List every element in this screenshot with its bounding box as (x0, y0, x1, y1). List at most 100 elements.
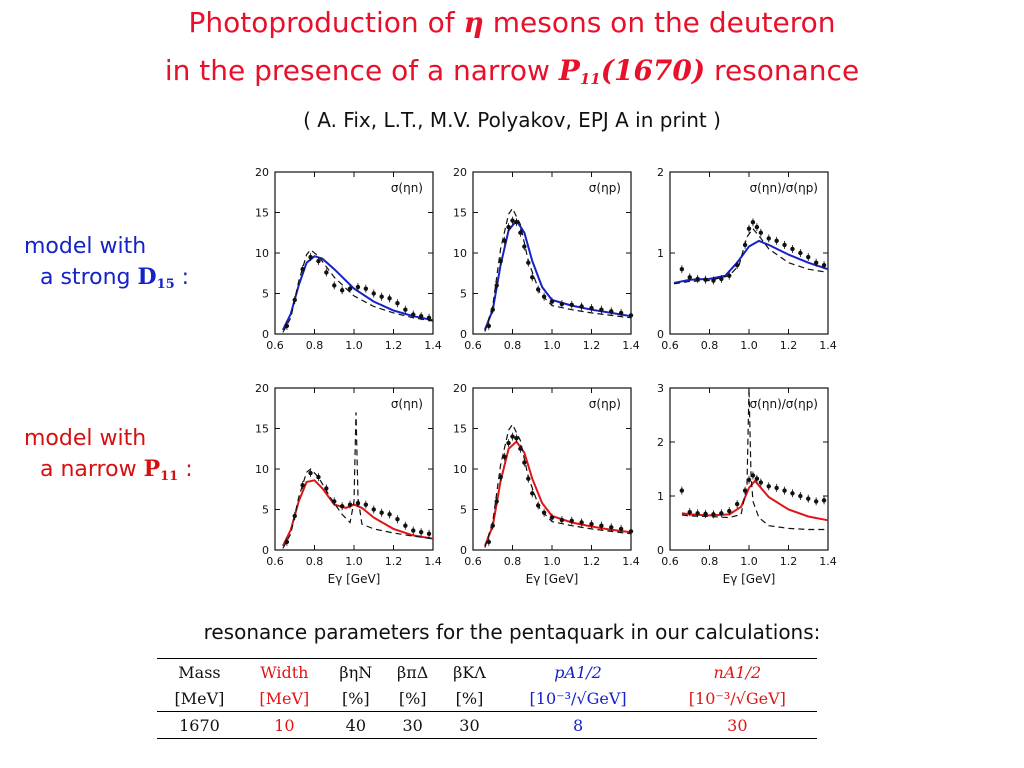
panel-label: σ(ηn)/σ(ηp) (750, 181, 818, 195)
data-point (332, 283, 337, 288)
data-point (782, 242, 787, 248)
panel-label: σ(ηn)/σ(ηp) (750, 397, 818, 411)
data-point (589, 305, 594, 311)
header-n-a12: nA1/2 (657, 658, 817, 685)
x-tick-label: 1.2 (583, 555, 601, 568)
model-curve-dashed (681, 387, 828, 531)
data-point (549, 299, 555, 304)
data-point (628, 313, 634, 318)
x-tick-label: 0.8 (504, 339, 522, 352)
data-point (609, 525, 614, 530)
data-point (727, 273, 732, 278)
data-point (599, 523, 604, 528)
data-point (502, 454, 507, 460)
data-point (746, 226, 752, 231)
x-tick-label: 1.2 (780, 555, 798, 568)
x-tick-label: 1.0 (345, 339, 363, 352)
data-point (324, 270, 329, 275)
data-point (403, 523, 408, 528)
data-point (355, 500, 361, 506)
model-curve-solid (483, 439, 632, 547)
value-width: 10 (241, 711, 327, 739)
data-point (514, 220, 519, 225)
data-point (418, 313, 424, 319)
y-tick-label: 10 (453, 463, 467, 476)
data-point (379, 510, 384, 515)
x-tick-label: 1.4 (819, 339, 837, 352)
data-point (569, 302, 574, 308)
unit-mass: [MeV] (174, 688, 225, 708)
eta-symbol: η (463, 6, 484, 39)
model-curve-dashed (673, 227, 829, 285)
data-point (284, 539, 290, 545)
panel-label: σ(ηp) (589, 397, 621, 411)
data-point (734, 501, 740, 507)
data-point (371, 291, 376, 296)
data-point (719, 511, 724, 516)
y-tick-label: 5 (262, 288, 269, 301)
x-tick-label: 0.6 (464, 555, 482, 568)
panel-label: σ(ηn) (391, 397, 423, 411)
data-point (589, 521, 594, 527)
data-point (300, 267, 305, 272)
data-point (308, 254, 313, 260)
data-point (766, 484, 771, 489)
y-tick-label: 20 (255, 382, 269, 395)
data-point (549, 515, 555, 520)
plot-frame-bottom-left (274, 387, 434, 551)
data-point (522, 460, 527, 465)
x-tick-label: 1.2 (385, 339, 403, 352)
data-point (687, 510, 692, 515)
y-tick-label: 20 (453, 382, 467, 395)
x-tick-label: 1.4 (424, 555, 442, 568)
x-tick-label: 1.4 (424, 339, 442, 352)
x-tick-label: 1.2 (583, 339, 601, 352)
data-point (347, 286, 353, 291)
data-point (806, 496, 811, 501)
authors-citation: ( A. Fix, L.T., M.V. Polyakov, EPJ A in … (303, 108, 721, 132)
data-point (711, 278, 716, 283)
data-point (703, 511, 708, 517)
data-point (387, 512, 392, 517)
data-point (746, 477, 752, 482)
y-tick-label: 20 (453, 166, 467, 179)
x-tick-label: 1.4 (622, 339, 640, 352)
header-beta-k-lambda: βKΛ (440, 658, 499, 685)
data-point (308, 470, 313, 476)
data-point (502, 238, 507, 244)
plot-frame-top-middle (472, 171, 632, 335)
data-point (379, 294, 384, 299)
data-point (490, 307, 495, 312)
data-point (821, 498, 827, 503)
data-point (790, 491, 795, 496)
x-tick-label: 1.2 (780, 339, 798, 352)
y-tick-label: 10 (255, 463, 269, 476)
unit-p-a12: [10⁻³/√GeV] (529, 688, 627, 708)
header-width: Width (241, 658, 327, 685)
data-point (522, 244, 527, 249)
data-point (418, 529, 424, 535)
data-point (703, 277, 708, 282)
header-beta-eta-n: βηN (326, 658, 385, 685)
data-point (719, 276, 724, 282)
data-point (679, 488, 685, 493)
data-point (518, 230, 523, 235)
y-tick-label: 5 (262, 504, 269, 517)
data-point (292, 297, 297, 303)
data-point (806, 254, 811, 260)
value-beta-eta-n: 40 (326, 711, 385, 739)
data-point (758, 480, 764, 485)
data-point (514, 436, 519, 441)
data-point (798, 250, 803, 256)
table-header-row: Mass Width βηN βπΔ βKΛ pA1/2 nA1/2 (157, 658, 817, 685)
plot-frame-top-left (274, 171, 434, 335)
x-tick-label: 0.8 (504, 555, 522, 568)
data-point (782, 488, 787, 493)
data-point (284, 323, 290, 329)
x-tick-label: 0.8 (306, 339, 324, 352)
data-point (798, 493, 803, 499)
x-tick-label: 1.0 (345, 555, 363, 568)
data-point (403, 307, 408, 312)
y-tick-label: 1 (657, 247, 664, 260)
